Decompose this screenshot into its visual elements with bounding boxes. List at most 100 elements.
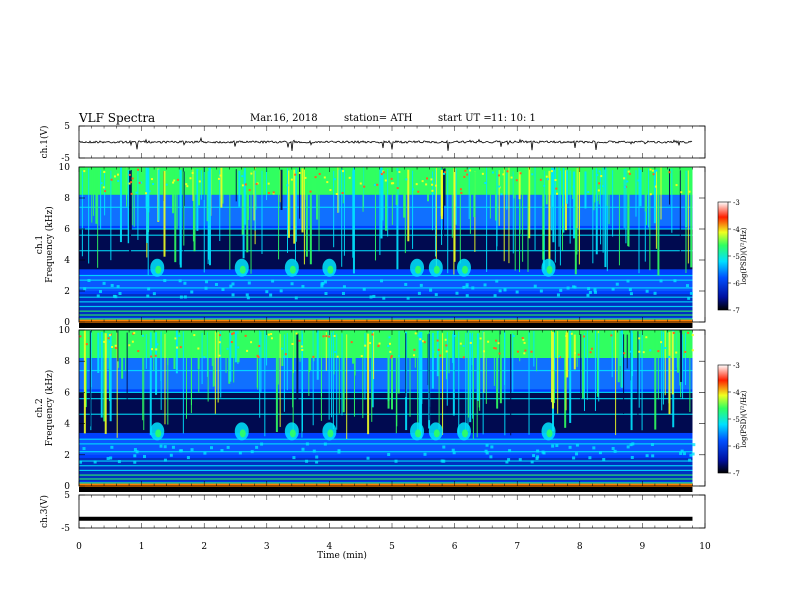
ch2-spectrogram-lowband (110, 445, 114, 449)
ch1-spectrogram-sferic (559, 170, 561, 266)
ch2-spectrogram-lowband (626, 445, 630, 449)
ch1-spectrogram-lowband (587, 287, 591, 291)
ch2-spectrogram-emission-core (155, 429, 162, 438)
ch1-spectrogram-sferic (100, 169, 102, 230)
ch1-spectrogram-sferic (182, 167, 184, 255)
ch2-spectrogram-sferic (533, 331, 535, 367)
ch2-spectrogram-lowband (190, 448, 194, 452)
ch1-spectrogram-sferic (172, 170, 175, 214)
ch1-spectrogram-sferic (612, 170, 614, 237)
ch1-spectrogram-speckle (131, 177, 134, 180)
ch2-spectrogram-sferic (352, 331, 355, 364)
ch2-spectrogram-sferic (190, 334, 192, 406)
ch1-spectrogram-sferic (293, 169, 296, 244)
ch1-spectrogram-sferic (495, 168, 498, 221)
ch2-spectrogram-sferic (234, 331, 237, 363)
ch1-spectrogram-lowband (369, 295, 373, 299)
station-label: station= ATH (344, 113, 413, 124)
ch1-spectrogram-sferic (469, 169, 471, 234)
ch2-spectrogram-speckle (577, 353, 580, 356)
ch1-spectrogram-emission-core (546, 265, 553, 274)
ch2-spectrogram-lowband (109, 456, 113, 460)
ch1-spectrogram-lowband (615, 282, 619, 286)
ch2-spectrogram-sferic (354, 331, 356, 376)
ch1-spectrogram-lowband (556, 293, 560, 297)
ch2-spectrogram-sferic (452, 333, 454, 363)
ch1-spectrogram-sferic (95, 170, 98, 224)
ch1-spectrogram-lowband (320, 284, 324, 288)
ch2-spectrogram-band-high (79, 330, 693, 359)
ch1-spectrogram-sferic (576, 168, 578, 229)
ch1-spectrogram-sferic (342, 167, 344, 204)
ch1-spectrogram-speckle (651, 169, 654, 172)
ch2-spectrogram-speckle (516, 350, 519, 353)
ch2-spectrogram-lowband (691, 452, 695, 456)
ch1-spectrogram-speckle (390, 177, 393, 180)
ch2-spectrogram-sferic (201, 332, 203, 385)
ch2-spectrogram-lowband (575, 443, 579, 447)
ch2-spectrogram-sferic (677, 330, 680, 373)
ch1-spectrogram-sferic (253, 170, 255, 221)
ch1-spectrogram-emission-core (239, 265, 246, 274)
ch2-spectrogram-sferic (217, 331, 219, 403)
ch1-spectrogram-hline (79, 274, 693, 277)
ch1-spectrogram-sferic (254, 170, 256, 231)
ch1-spectrogram-sferic (498, 170, 500, 226)
ch1-spectrogram-speckle (421, 180, 424, 183)
ch1-spectrogram-hline (79, 301, 693, 303)
ch1-spectrogram-lowband (419, 283, 423, 287)
ch2-spectrogram-sferic (680, 330, 683, 382)
ch2-spectrogram-sferic (662, 331, 664, 405)
ch2-spectrogram-sferic (167, 330, 169, 366)
ch2-spectrogram-sferic (103, 333, 106, 422)
x-tick-label: 5 (389, 542, 395, 552)
ch1-spectrogram-sferic (528, 167, 531, 239)
ch2-spectrogram-speckle (413, 354, 416, 357)
ch1-spectrogram-sferic (506, 169, 508, 210)
ch1-spectrogram-speckle (539, 178, 542, 181)
ch1-spectrogram-sferic (554, 167, 556, 263)
ch1-spectrogram-sferic (385, 167, 388, 231)
ch2-spectrogram-speckle (524, 349, 527, 352)
ch1-spectrogram-hline (79, 296, 693, 298)
ch1-spectrogram-sferic (473, 171, 476, 218)
ch1-spectrogram-lowband (465, 294, 469, 298)
ch2-spectrogram-sferic (467, 332, 469, 418)
ch1-spectrogram-sferic (250, 167, 252, 274)
ch2-spectrogram-lowband (387, 452, 391, 456)
ch2-spectrogram-sferic (664, 330, 666, 396)
ch1-spectrogram-lowband (586, 293, 590, 297)
ch1-spectrogram-speckle (104, 190, 107, 193)
ch2-spectrogram-speckle (109, 334, 112, 337)
ch2-spectrogram-sferic (207, 330, 209, 402)
ch1-spectrogram-speckle (469, 169, 472, 172)
ch1-spectrogram-lowband (685, 284, 689, 288)
ch1-spectrogram-sferic (266, 168, 268, 201)
ch2-spectrogram-lowband (312, 449, 316, 453)
ch2-spectrogram-speckle (219, 334, 222, 337)
ch2-spectrogram-lowband (220, 449, 224, 453)
ch1-spectrogram-sferic (454, 168, 457, 225)
ch1-spectrogram-lowband (629, 292, 633, 296)
ch1-spectrogram-speckle (117, 179, 120, 182)
ch2-spectrogram-lowband (680, 449, 684, 453)
ch3-trace (79, 516, 693, 521)
ch1-spectrogram-lowband (362, 287, 366, 291)
ch1-spectrogram-speckle (510, 176, 513, 179)
ch1-spectrogram-speckle (431, 192, 434, 195)
ch1-spectrogram-lowband (116, 285, 120, 289)
ch2-spectrogram-sferic (331, 332, 333, 418)
ch2-spectrogram-lowband (226, 445, 230, 449)
ch1-spectrogram-speckle (430, 178, 433, 181)
ch2-spectrogram-sferic (338, 333, 340, 414)
ch2-spectrogram-sferic (373, 331, 375, 380)
ch2-spectrogram-speckle (250, 341, 253, 344)
ch2-spectrogram-speckle (421, 340, 424, 343)
ch2-spectrogram-speckle (283, 356, 286, 359)
ch1-spectrogram-speckle (191, 171, 194, 174)
ch2-spectrogram-speckle (256, 354, 259, 357)
ch1-spectrogram-lowband (611, 287, 615, 291)
ch1-spectrogram-sferic (343, 169, 345, 256)
ch1-spectrogram-sferic (569, 170, 571, 244)
ch1-spectrogram-speckle (417, 190, 420, 193)
